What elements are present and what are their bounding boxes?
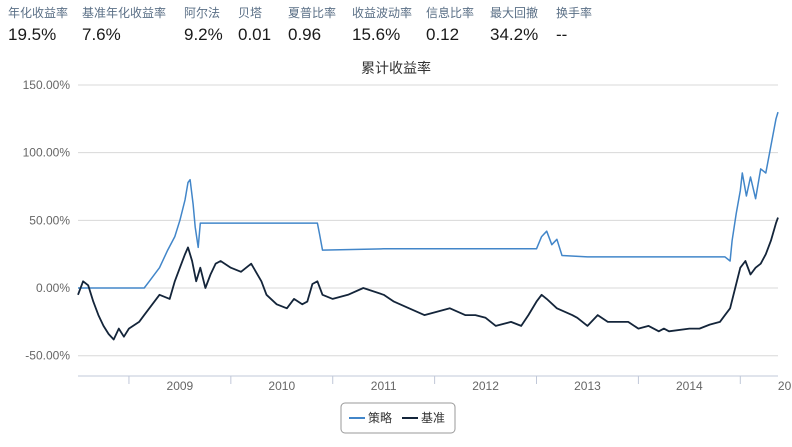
legend-item-1[interactable]: 基准 bbox=[421, 411, 445, 425]
metric-0: 年化收益率 19.5% bbox=[8, 6, 68, 46]
grid-lines bbox=[78, 84, 778, 357]
x-axis: 2009 2010 2011 2012 2013 2014 2015 bbox=[78, 375, 792, 393]
metric-value: 19.5% bbox=[8, 25, 57, 44]
x-tick-label: 2014 bbox=[676, 379, 703, 393]
x-tick-label: 2010 bbox=[268, 379, 295, 393]
x-tick-label: 2009 bbox=[167, 379, 194, 393]
metric-label: 贝塔 bbox=[238, 6, 263, 20]
metric-7: 最大回撤 34.2% bbox=[490, 6, 538, 46]
metric-5: 收益波动率 15.6% bbox=[352, 6, 412, 46]
x-tick-label: 2012 bbox=[472, 379, 499, 393]
y-tick-label: 100.00% bbox=[23, 146, 71, 160]
y-axis: 150.00% 100.00% 50.00% 0.00% -50.00% bbox=[23, 78, 71, 363]
cumulative-return-chart: 累计收益率 150.00% 100.00% 50.00% 0.00% -50.00% 2… bbox=[23, 60, 792, 434]
metric-value: 9.2% bbox=[184, 25, 223, 44]
metric-label: 阿尔法 bbox=[184, 6, 221, 20]
metric-value: 0.12 bbox=[426, 25, 460, 44]
metric-value: 0.96 bbox=[288, 25, 322, 44]
metric-value: 15.6% bbox=[352, 25, 401, 44]
y-tick-label: -50.00% bbox=[25, 349, 70, 363]
metric-label: 最大回撤 bbox=[490, 6, 539, 20]
x-tick-label: 2015 bbox=[778, 379, 792, 393]
metric-4: 夏普比率 0.96 bbox=[288, 6, 336, 46]
legend-item-0[interactable]: 策略 bbox=[368, 410, 392, 425]
metric-2: 阿尔法 9.2% bbox=[184, 6, 223, 46]
metric-label: 信息比率 bbox=[426, 6, 475, 20]
legend-box bbox=[340, 402, 456, 434]
x-tick-label: 2013 bbox=[574, 379, 601, 393]
metric-label: 基准年化收益率 bbox=[82, 6, 167, 20]
metric-3: 贝塔 0.01 bbox=[238, 6, 271, 46]
metric-label: 收益波动率 bbox=[352, 6, 413, 20]
legend[interactable]: 策略 基准 bbox=[340, 402, 456, 434]
series-line-0 bbox=[78, 111, 779, 289]
metric-value: 34.2% bbox=[490, 25, 539, 44]
y-tick-label: 150.00% bbox=[23, 78, 71, 92]
metric-label: 换手率 bbox=[556, 6, 593, 20]
metric-8: 换手率 -- bbox=[556, 6, 592, 46]
metric-value: 7.6% bbox=[82, 25, 121, 44]
series-lines bbox=[77, 111, 779, 341]
chart-title: 累计收益率 bbox=[361, 60, 431, 76]
x-tick-label: 2011 bbox=[371, 379, 397, 393]
metric-1: 基准年化收益率 7.6% bbox=[82, 6, 166, 46]
series-line-1 bbox=[77, 217, 779, 341]
metric-label: 年化收益率 bbox=[8, 6, 69, 20]
y-tick-label: 0.00% bbox=[36, 281, 70, 295]
metric-label: 夏普比率 bbox=[288, 6, 337, 20]
metric-value: 0.01 bbox=[238, 25, 272, 44]
metric-value: -- bbox=[556, 25, 568, 44]
metric-6: 信息比率 0.12 bbox=[426, 6, 474, 46]
y-tick-label: 50.00% bbox=[29, 213, 70, 227]
